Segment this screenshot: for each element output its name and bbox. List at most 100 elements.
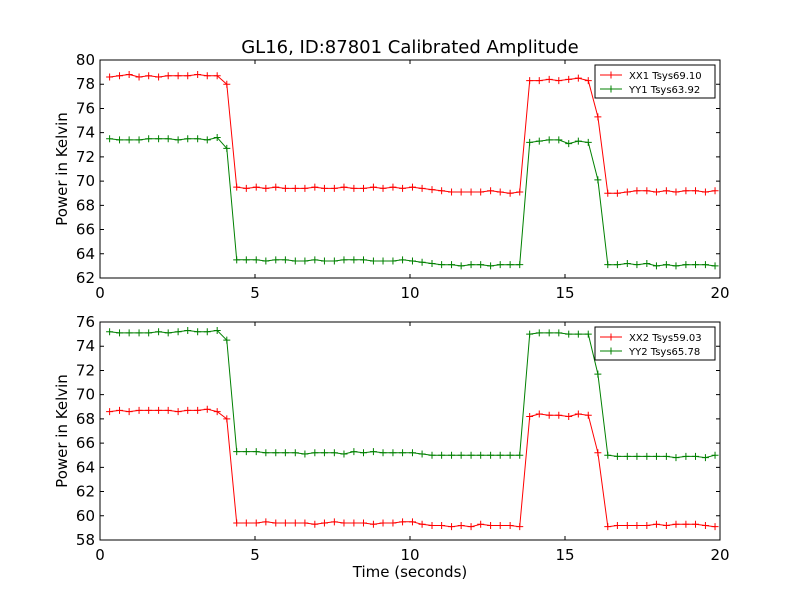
data-point-marker	[184, 72, 192, 80]
data-point-marker	[223, 80, 231, 88]
data-point-marker	[604, 261, 612, 269]
y-tick-label: 66	[76, 434, 95, 452]
data-point-marker	[350, 256, 358, 264]
data-point-marker	[692, 452, 700, 460]
data-point-marker	[506, 189, 514, 197]
data-point-marker	[262, 257, 270, 265]
data-point-marker	[682, 187, 690, 195]
data-point-marker	[125, 71, 133, 79]
data-point-marker	[545, 136, 553, 144]
data-point-marker	[555, 136, 563, 144]
data-point-marker	[574, 137, 582, 145]
data-point-marker	[291, 257, 299, 265]
data-point-marker	[506, 261, 514, 269]
data-point-marker	[389, 183, 397, 191]
data-point-marker	[223, 336, 231, 344]
legend-entry: YY2 Tsys65.78	[628, 347, 700, 358]
data-point-marker	[281, 184, 289, 192]
data-point-marker	[682, 452, 690, 460]
data-point-marker	[565, 140, 573, 148]
data-point-marker	[701, 521, 709, 529]
data-point-marker	[301, 519, 309, 527]
data-point-marker	[418, 450, 426, 458]
data-point-marker	[584, 138, 592, 146]
data-point-marker	[496, 188, 504, 196]
data-point-marker	[692, 261, 700, 269]
data-point-marker	[448, 188, 456, 196]
data-point-marker	[272, 519, 280, 527]
data-point-marker	[350, 184, 358, 192]
data-point-marker	[633, 521, 641, 529]
data-point-marker	[565, 412, 573, 420]
data-point-marker	[252, 519, 260, 527]
legend-entry: XX1 Tsys69.10	[629, 71, 702, 82]
y-tick-label: 78	[76, 75, 95, 93]
data-point-marker	[613, 521, 621, 529]
y-tick-label: 76	[76, 99, 95, 117]
data-point-marker	[623, 188, 631, 196]
data-point-marker	[652, 452, 660, 460]
y-tick-label: 74	[76, 337, 95, 355]
data-point-marker	[106, 135, 114, 143]
data-point-marker	[652, 262, 660, 270]
data-point-marker	[555, 329, 563, 337]
data-point-marker	[701, 261, 709, 269]
data-point-marker	[399, 518, 407, 526]
data-point-marker	[155, 328, 163, 336]
data-point-marker	[155, 135, 163, 143]
x-tick-label: 10	[400, 546, 419, 564]
data-point-marker	[457, 451, 465, 459]
data-point-marker	[662, 521, 670, 529]
data-point-marker	[360, 519, 367, 527]
data-point-marker	[252, 448, 260, 456]
data-point-marker	[408, 257, 416, 265]
data-point-marker	[516, 451, 524, 459]
y-tick-label: 60	[76, 507, 95, 525]
data-point-marker	[643, 521, 651, 529]
data-point-marker	[516, 523, 524, 531]
data-point-marker	[116, 406, 124, 414]
data-point-marker	[438, 261, 446, 269]
y-axis-label: Power in Kelvin	[53, 374, 71, 488]
data-point-marker	[584, 330, 592, 338]
legend-entry: XX2 Tsys59.03	[629, 333, 702, 344]
data-point-marker	[692, 520, 700, 528]
data-point-marker	[330, 184, 338, 192]
data-point-marker	[448, 261, 456, 269]
data-point-marker	[428, 521, 436, 529]
data-point-marker	[174, 408, 182, 416]
data-point-marker	[399, 184, 407, 192]
data-point-marker	[281, 256, 289, 264]
data-point-marker	[516, 261, 524, 269]
data-point-marker	[487, 521, 495, 529]
data-point-marker	[174, 136, 182, 144]
data-point-marker	[467, 523, 475, 531]
data-point-marker	[350, 519, 358, 527]
data-point-marker	[399, 256, 407, 264]
data-point-marker	[301, 450, 309, 458]
data-point-marker	[174, 72, 182, 80]
data-point-marker	[194, 328, 202, 336]
data-point-marker	[487, 262, 495, 270]
data-point-marker	[457, 188, 465, 196]
data-point-marker	[116, 136, 124, 144]
data-point-marker	[213, 72, 221, 80]
data-point-marker	[184, 406, 192, 414]
data-point-marker	[301, 184, 309, 192]
data-point-marker	[145, 72, 153, 80]
data-point-marker	[145, 135, 153, 143]
data-point-marker	[320, 184, 328, 192]
data-point-marker	[262, 449, 270, 457]
y-tick-label: 64	[76, 245, 95, 263]
data-point-marker	[574, 330, 582, 338]
y-tick-label: 62	[76, 483, 95, 501]
data-point-marker	[116, 72, 124, 80]
top-subplot: 0 5 10 15 20 62 64 66 68 70 72 74 76 78 80 Power in Kel…	[53, 51, 730, 302]
data-point-marker	[467, 188, 475, 196]
data-point-marker	[203, 136, 211, 144]
data-point-marker	[633, 261, 641, 269]
legend-marker	[607, 333, 615, 341]
data-point-marker	[242, 448, 250, 456]
data-point-marker	[272, 449, 280, 457]
legend: XX2 Tsys59.03 YY2 Tsys65.78	[594, 326, 716, 361]
